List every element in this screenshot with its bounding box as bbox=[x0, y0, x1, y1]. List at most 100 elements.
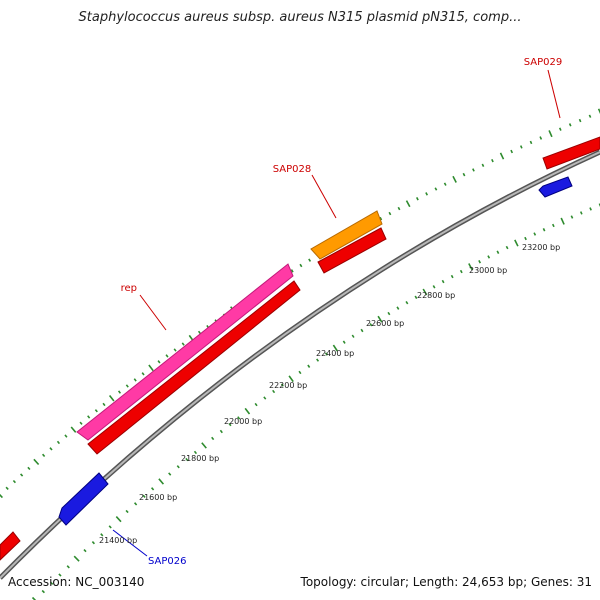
scale-label: 22800 bp bbox=[417, 291, 455, 300]
scale-tick bbox=[459, 269, 463, 274]
scale-tick bbox=[151, 487, 155, 491]
scale-tick bbox=[33, 458, 40, 466]
scale-tick bbox=[165, 354, 169, 358]
scale-tick bbox=[102, 402, 106, 407]
scale-tick bbox=[298, 370, 302, 375]
gene-sap028[interactable] bbox=[310, 210, 383, 260]
scale-tick bbox=[185, 457, 189, 462]
scale-tick bbox=[478, 260, 482, 264]
scale-tick bbox=[87, 415, 91, 419]
scale-tick bbox=[551, 223, 555, 228]
scale-tick bbox=[299, 263, 303, 268]
scale-tick bbox=[0, 493, 3, 499]
scale-tick bbox=[548, 130, 553, 138]
scale-tick bbox=[415, 197, 419, 201]
scale-tick bbox=[579, 211, 583, 215]
scale-tick bbox=[197, 330, 202, 335]
scale-tick bbox=[133, 378, 137, 382]
scale-label: 23000 bp bbox=[469, 266, 507, 275]
scale-tick bbox=[141, 372, 145, 376]
scale-tick bbox=[308, 258, 312, 262]
inner-tick-ring bbox=[31, 203, 600, 600]
scale-tick bbox=[342, 340, 346, 344]
scale-tick bbox=[64, 434, 68, 438]
scale-tick bbox=[491, 158, 494, 163]
scale-tick bbox=[272, 389, 276, 394]
scale-tick bbox=[379, 216, 383, 221]
scale-tick bbox=[529, 140, 533, 145]
gene-label-sap028: SAP028 bbox=[273, 164, 312, 175]
scale-labels: 21400 bp 21600 bp 21800 bp 22000 bp 2220… bbox=[99, 243, 560, 545]
scale-tick bbox=[142, 494, 146, 498]
scale-tick bbox=[125, 384, 129, 388]
scale-tick bbox=[91, 541, 95, 545]
scale-tick bbox=[558, 127, 562, 131]
scale-tick bbox=[462, 172, 466, 177]
scale-tick bbox=[133, 502, 138, 506]
scale-tick bbox=[5, 486, 9, 490]
leader-sap028 bbox=[311, 174, 337, 219]
scale-tick bbox=[66, 565, 70, 569]
gene-forward-small[interactable] bbox=[317, 227, 387, 274]
scale-tick bbox=[396, 306, 400, 310]
gene-reverse-small[interactable] bbox=[538, 176, 573, 198]
scale-tick bbox=[228, 423, 232, 427]
scale-tick bbox=[542, 228, 546, 232]
scale-tick bbox=[173, 348, 177, 352]
scale-tick bbox=[425, 192, 429, 196]
scale-tick bbox=[290, 269, 294, 273]
scale-tick bbox=[578, 118, 582, 123]
scale-tick bbox=[41, 453, 46, 458]
scale-tick bbox=[360, 328, 364, 333]
gene-forward-edge[interactable] bbox=[0, 531, 21, 561]
scale-tick bbox=[524, 236, 527, 241]
scale-tick bbox=[157, 360, 161, 364]
scale-tick bbox=[316, 358, 320, 362]
scale-tick bbox=[280, 383, 284, 387]
scale-tick bbox=[472, 168, 475, 172]
scale-tick bbox=[450, 274, 454, 279]
scale-label: 22200 bp bbox=[269, 381, 307, 390]
scale-tick bbox=[496, 250, 500, 254]
gene-label-sap026: SAP026 bbox=[148, 556, 187, 567]
scale-tick bbox=[533, 232, 537, 236]
leader-rep bbox=[139, 294, 167, 331]
scale-tick bbox=[432, 285, 436, 289]
accession-text: Accession: NC_003140 bbox=[8, 575, 145, 589]
scale-tick bbox=[539, 136, 543, 140]
gene-rep[interactable] bbox=[76, 263, 294, 441]
gene-forward-long[interactable] bbox=[87, 280, 301, 455]
scale-tick bbox=[510, 149, 514, 154]
scale-tick bbox=[211, 436, 215, 441]
scale-tick bbox=[487, 255, 491, 259]
topology-summary: Topology: circular; Length: 24,653 bp; G… bbox=[300, 575, 592, 589]
scale-tick bbox=[589, 207, 592, 211]
scale-tick bbox=[148, 364, 154, 372]
scale-tick bbox=[244, 407, 251, 415]
scale-tick bbox=[125, 509, 129, 514]
scale-tick bbox=[441, 279, 445, 284]
scale-tick bbox=[369, 323, 373, 327]
gene-sap029[interactable] bbox=[542, 136, 600, 170]
scale-tick bbox=[519, 145, 523, 149]
scale-tick bbox=[263, 396, 267, 400]
plasmid-backbone-highlight bbox=[0, 151, 600, 579]
scale-tick bbox=[56, 440, 61, 445]
scale-tick bbox=[452, 175, 457, 183]
scale-tick bbox=[568, 123, 572, 127]
scale-tick bbox=[434, 187, 438, 191]
leader-sap029 bbox=[547, 69, 561, 119]
scale-tick bbox=[41, 589, 45, 594]
scale-label: 21600 bp bbox=[139, 493, 177, 502]
scale-tick bbox=[108, 395, 115, 402]
outer-tick-ring bbox=[0, 108, 600, 499]
scale-tick bbox=[237, 416, 241, 420]
scale-tick bbox=[12, 479, 16, 484]
scale-tick bbox=[108, 525, 112, 529]
scale-tick bbox=[100, 533, 104, 537]
gene-sap026[interactable] bbox=[58, 472, 109, 526]
scale-label: 21800 bp bbox=[181, 454, 219, 463]
scale-tick bbox=[405, 200, 411, 208]
scale-tick bbox=[73, 555, 80, 562]
scale-tick bbox=[414, 295, 418, 299]
